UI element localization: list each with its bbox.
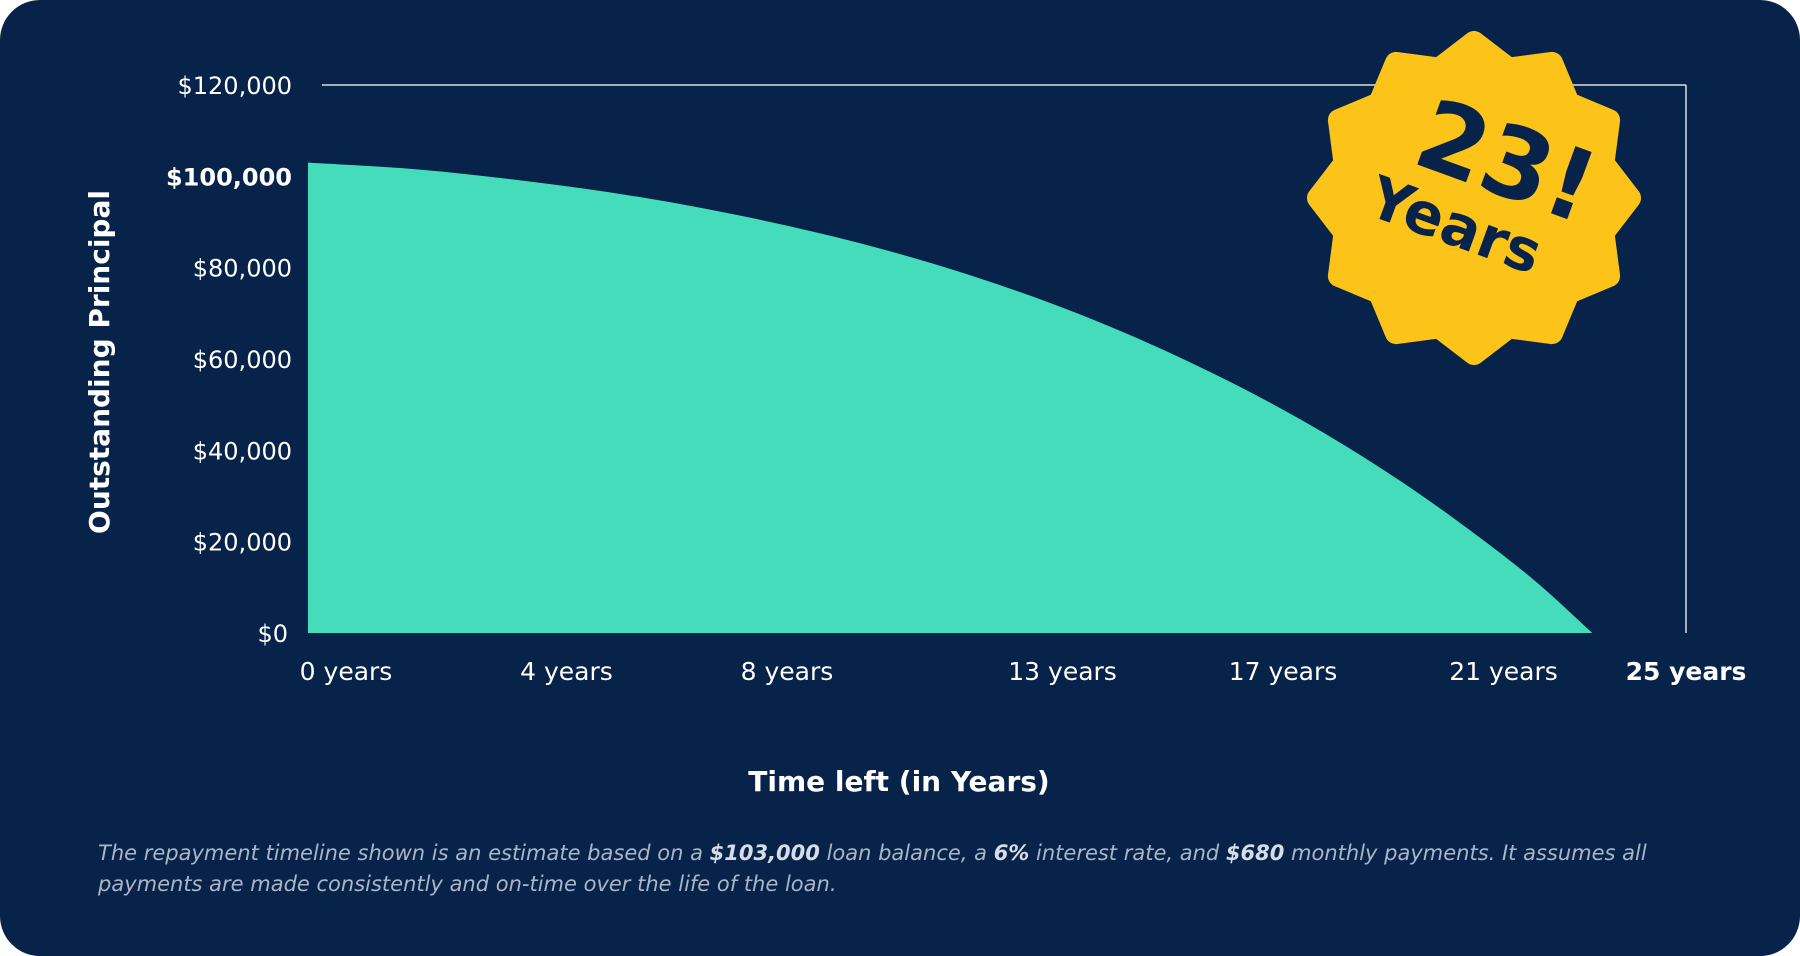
years-badge: 23! Years [1307, 31, 1641, 365]
x-tick-label: 4 years [520, 657, 613, 686]
principal-area [308, 162, 1593, 633]
badge-starburst-shape [1307, 31, 1641, 365]
y-tick-label: $60,000 [193, 346, 292, 374]
y-tick-label: $100,000 [166, 163, 292, 191]
x-tick-label: 21 years [1449, 657, 1558, 686]
footnote-text-2: loan balance, a [819, 841, 994, 865]
y-tick-label: $0 [257, 620, 288, 648]
y-tick-label: $20,000 [193, 529, 292, 557]
footnote-loan-balance: $103,000 [709, 841, 820, 865]
y-tick-label: $80,000 [193, 255, 292, 283]
x-tick-label: 17 years [1229, 657, 1338, 686]
x-tick-label: 0 years [300, 657, 393, 686]
footnote-monthly-payment: $680 [1225, 841, 1285, 865]
x-tick-label: 25 years [1626, 657, 1747, 686]
x-tick-label: 8 years [741, 657, 834, 686]
y-tick-label: $40,000 [193, 437, 292, 465]
x-tick-label: 13 years [1008, 657, 1117, 686]
footnote-interest-rate: 6% [993, 841, 1030, 865]
y-axis-title: Outstanding Principal [83, 190, 116, 534]
y-tick-label: $120,000 [177, 72, 292, 100]
x-axis-title: Time left (in Years) [748, 765, 1049, 798]
footnote-text-3: interest rate, and [1029, 841, 1226, 865]
footnote: The repayment timeline shown is an estim… [98, 838, 1718, 900]
footnote-text-1: The repayment timeline shown is an estim… [98, 841, 710, 865]
footnote-text-4: monthly payments. It assumes all payment… [98, 841, 1647, 896]
